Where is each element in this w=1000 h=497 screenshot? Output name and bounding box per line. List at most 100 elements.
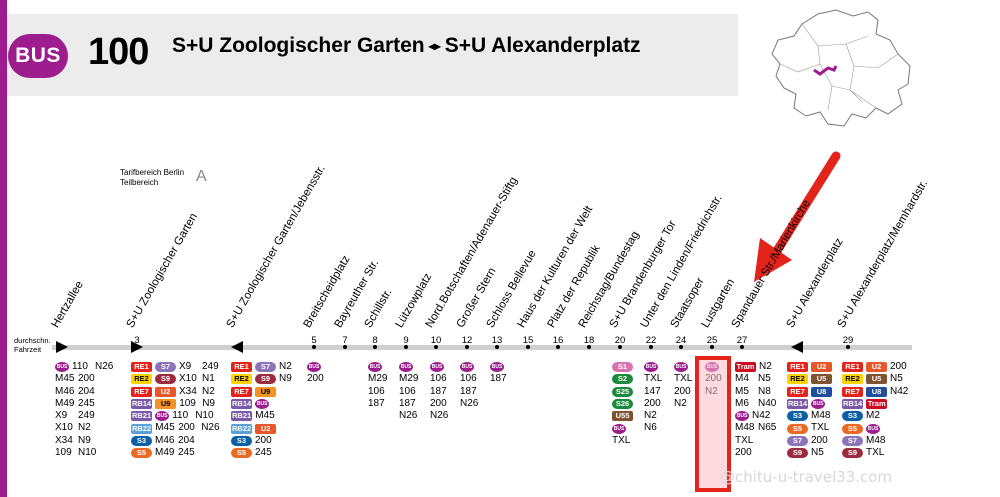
connections-hertzallee: BUS 110 N26 M45 200 M46 204 M49 245 X9 249 X10 N2 X34… xyxy=(55,361,115,459)
connection-label: M5 xyxy=(735,385,749,397)
connection-row: 147 xyxy=(644,386,664,398)
connection-row: S3 M46 204 xyxy=(131,435,222,447)
transfer-badge-s2: S2 xyxy=(612,374,633,385)
transfer-badge-u5: U5 xyxy=(866,374,887,385)
connection-row: 109 N10 xyxy=(55,447,115,459)
connection-label: M48 xyxy=(735,422,755,434)
transfer-badge-s9: S9 xyxy=(255,374,276,385)
connection-label: M46 xyxy=(155,434,175,446)
stop-name[interactable]: Schillstr. xyxy=(362,286,395,330)
connection-label: 200 xyxy=(307,373,324,385)
transfer-badge-s7: S7 xyxy=(842,435,863,446)
connection-row: 200 xyxy=(674,386,694,398)
transfer-badge-s9: S9 xyxy=(787,448,808,459)
bus-icon: BUS xyxy=(55,362,69,373)
connection-label: 110 xyxy=(172,410,189,422)
connection-row: BUS xyxy=(644,361,664,373)
connection-label: N2 xyxy=(279,361,292,372)
stop-dot xyxy=(846,345,850,349)
connection-label: 200 xyxy=(78,373,95,385)
connection-label: N26 xyxy=(399,410,418,422)
connection-row: 200 xyxy=(735,447,779,459)
bus-icon: BUS xyxy=(368,362,382,373)
connection-label: M45 xyxy=(255,410,275,422)
connection-row: TXL xyxy=(644,373,664,385)
connections-unterlinden: BUS TXL 147 200 N2 N6 xyxy=(644,361,664,435)
stop-minutes: 3 xyxy=(134,335,140,346)
connection-row: S5 245 xyxy=(231,447,299,459)
stop-dot xyxy=(434,345,438,349)
line-color-bar xyxy=(0,0,7,497)
connection-row: BUS xyxy=(430,361,450,373)
connection-row: 187 xyxy=(430,386,450,398)
transfer-badge-s25: S25 xyxy=(612,386,633,397)
stop-dot xyxy=(404,345,408,349)
connection-row: N26 xyxy=(430,410,450,422)
line-number: 100 xyxy=(88,31,149,73)
transfer-badge-rb21: RB21 xyxy=(131,411,153,422)
connection-row: RB21 BUS 110 N10 xyxy=(131,410,222,422)
connection-label: N42 xyxy=(752,410,771,422)
connection-row: S2 xyxy=(612,373,633,385)
connection-row: S3 M2 xyxy=(842,410,910,422)
connections-staatsoper: BUS TXL 200 N2 xyxy=(674,361,694,410)
connection-label: N10 xyxy=(195,410,214,422)
connection-label: N9 xyxy=(78,434,91,446)
bus-icon: BUS xyxy=(255,399,270,410)
stop-minutes: 9 xyxy=(403,335,409,346)
stop-name[interactable]: S+U Zoologischer Garten xyxy=(124,211,201,330)
stop-name[interactable]: Hertzallee xyxy=(49,279,86,330)
connection-label: 106 xyxy=(460,373,477,385)
stop-dot xyxy=(556,345,560,349)
stop-minutes: 29 xyxy=(842,335,854,346)
transfer-badge-s5: S5 xyxy=(131,448,152,459)
berlin-map xyxy=(771,9,911,127)
transfer-badge-u9: U9 xyxy=(155,399,177,410)
connections-nordbot: BUS 106 187 200 N26 xyxy=(430,361,450,422)
transfer-badge-u2: U2 xyxy=(866,362,887,373)
connection-row: S9 TXL xyxy=(842,447,910,459)
connection-label: 200 xyxy=(430,397,447,409)
transfer-badge-s5: S5 xyxy=(787,423,808,434)
bus-icon: BUS xyxy=(644,362,658,373)
connection-label: N26 xyxy=(95,361,114,372)
route-title: S+U Zoologischer Garten ◂▸ S+U Alexanderpl… xyxy=(172,34,641,58)
stop-minutes: 25 xyxy=(706,335,718,346)
transfer-badge-rb21: RB21 xyxy=(231,411,253,422)
connection-row: X34 N9 xyxy=(55,435,115,447)
connection-row: M48 N65 xyxy=(735,422,779,434)
connection-row: N26 xyxy=(399,410,419,422)
connection-row: BUS xyxy=(307,361,327,373)
connection-label: 187 xyxy=(368,397,385,409)
stop-minutes: 20 xyxy=(614,335,626,346)
stop-minutes: 8 xyxy=(372,335,378,346)
connection-row: RE7 U9 xyxy=(231,386,299,398)
transfer-badge-u2: U2 xyxy=(155,386,176,397)
connection-label: N2 xyxy=(759,361,772,372)
connection-label: M49 xyxy=(155,447,175,459)
connection-row: RE2 S9 X10 N1 xyxy=(131,373,222,385)
bus-icon: BUS xyxy=(307,362,321,373)
stop-minutes: 13 xyxy=(491,335,503,346)
transfer-badge-s9: S9 xyxy=(155,374,176,385)
connection-label: 245 xyxy=(255,447,272,459)
connection-label: N8 xyxy=(758,385,771,397)
connection-label: N40 xyxy=(758,397,777,409)
transfer-badge-re7: RE7 xyxy=(842,386,863,397)
stop-dot xyxy=(343,345,347,349)
connection-row: M29 xyxy=(399,373,419,385)
connection-row: S26 xyxy=(612,398,633,410)
transfer-badge-s3: S3 xyxy=(131,435,152,446)
connection-label: 187 xyxy=(460,385,477,397)
connection-row: 106 xyxy=(368,386,388,398)
connection-label: N42 xyxy=(890,385,909,397)
connections-grstern: BUS 106 187 N26 xyxy=(460,361,480,410)
connection-row: M6 N40 xyxy=(735,398,779,410)
connections-spandauer: Tram N2 M4 N5 M5 N8 M6 N40 BUS N42 M48 N65 TXL 200 xyxy=(735,361,779,459)
connection-label: TXL xyxy=(612,434,631,446)
transfer-badge-rb22: RB22 xyxy=(231,423,253,434)
connection-row: N2 xyxy=(674,398,694,410)
connection-row: TXL xyxy=(612,435,633,447)
bus-icon: BUS xyxy=(735,411,749,422)
connection-label: N9 xyxy=(202,397,215,409)
